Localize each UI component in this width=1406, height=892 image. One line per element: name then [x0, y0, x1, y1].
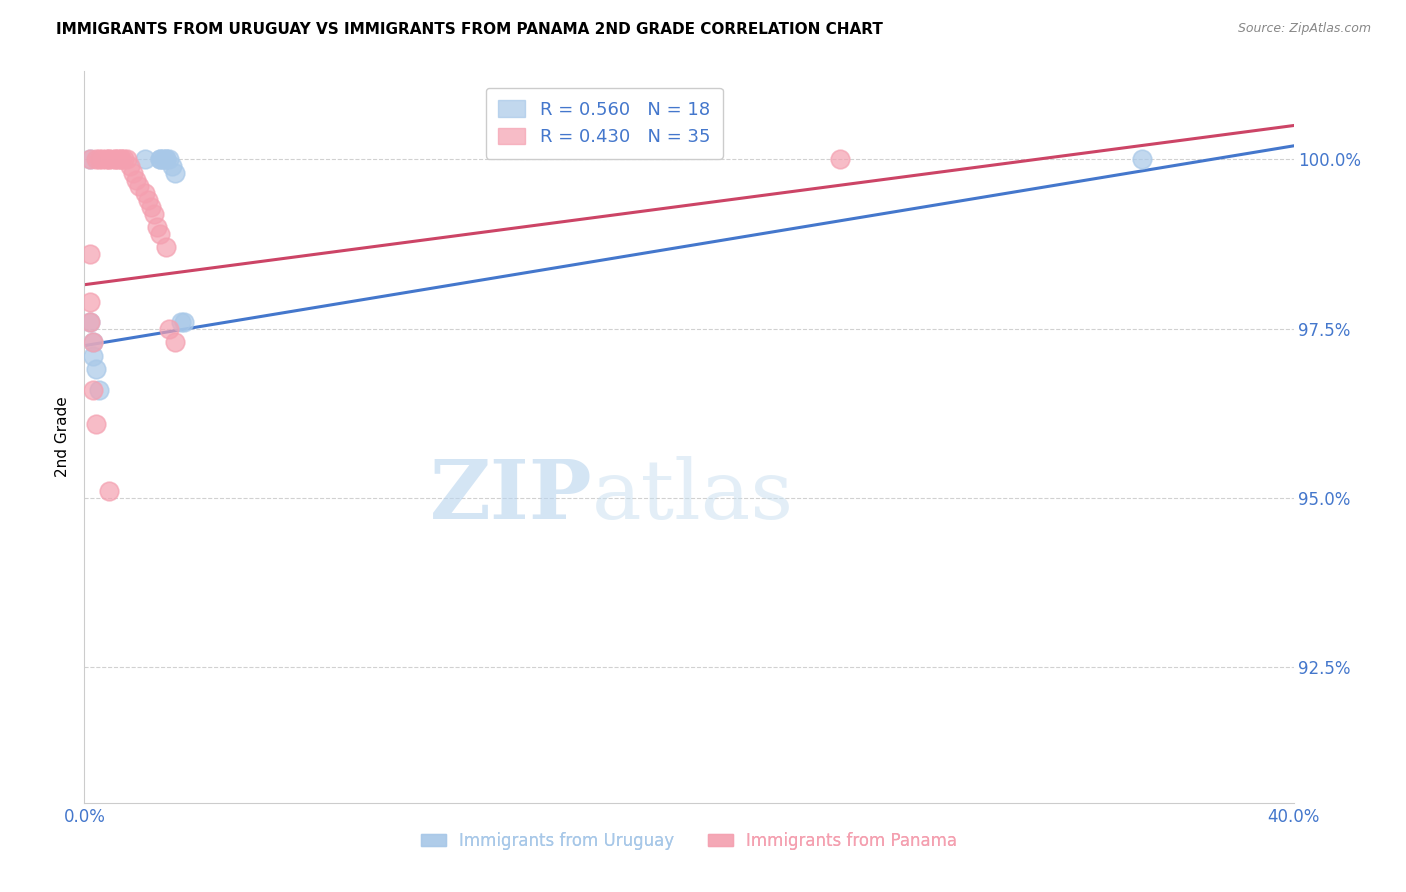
Point — [139, 200, 162, 214]
Point — [79, 315, 101, 329]
Point — [104, 153, 127, 167]
Point — [82, 349, 104, 363]
Point — [125, 172, 148, 186]
Point — [82, 335, 104, 350]
Point — [89, 153, 111, 167]
Point — [89, 383, 111, 397]
Point — [79, 294, 101, 309]
Point — [118, 159, 141, 173]
Point — [146, 220, 169, 235]
Point — [79, 315, 101, 329]
Point — [104, 153, 127, 167]
Point — [165, 335, 187, 350]
Point — [82, 383, 104, 397]
Point — [136, 193, 159, 207]
Point — [86, 362, 108, 376]
Point — [86, 153, 108, 167]
Point — [115, 153, 138, 167]
Point — [155, 240, 177, 254]
Point — [149, 153, 172, 167]
Text: ZIP: ZIP — [430, 456, 592, 535]
Point — [97, 153, 120, 167]
Point — [79, 153, 101, 167]
Point — [97, 484, 120, 499]
Point — [110, 153, 132, 167]
Point — [82, 335, 104, 350]
Point — [1130, 153, 1153, 167]
Point — [149, 153, 172, 167]
Point — [152, 153, 174, 167]
Point — [91, 153, 114, 167]
Text: atlas: atlas — [592, 456, 794, 535]
Point — [173, 315, 195, 329]
Point — [134, 153, 156, 167]
Point — [165, 166, 187, 180]
Point — [149, 227, 172, 241]
Point — [134, 186, 156, 201]
Point — [94, 153, 117, 167]
Point — [107, 153, 129, 167]
Point — [142, 206, 165, 220]
Point — [155, 153, 177, 167]
Point — [112, 153, 135, 167]
Point — [155, 153, 177, 167]
Point — [157, 153, 180, 167]
Point — [121, 166, 143, 180]
Point — [160, 159, 183, 173]
Point — [110, 153, 132, 167]
Point — [157, 322, 180, 336]
Point — [830, 153, 852, 167]
Text: IMMIGRANTS FROM URUGUAY VS IMMIGRANTS FROM PANAMA 2ND GRADE CORRELATION CHART: IMMIGRANTS FROM URUGUAY VS IMMIGRANTS FR… — [56, 22, 883, 37]
Y-axis label: 2nd Grade: 2nd Grade — [55, 397, 70, 477]
Point — [170, 315, 193, 329]
Point — [79, 153, 101, 167]
Point — [128, 179, 150, 194]
Legend: Immigrants from Uruguay, Immigrants from Panama: Immigrants from Uruguay, Immigrants from… — [415, 825, 963, 856]
Point — [79, 247, 101, 261]
Point — [97, 153, 120, 167]
Point — [86, 417, 108, 431]
Text: Source: ZipAtlas.com: Source: ZipAtlas.com — [1237, 22, 1371, 36]
